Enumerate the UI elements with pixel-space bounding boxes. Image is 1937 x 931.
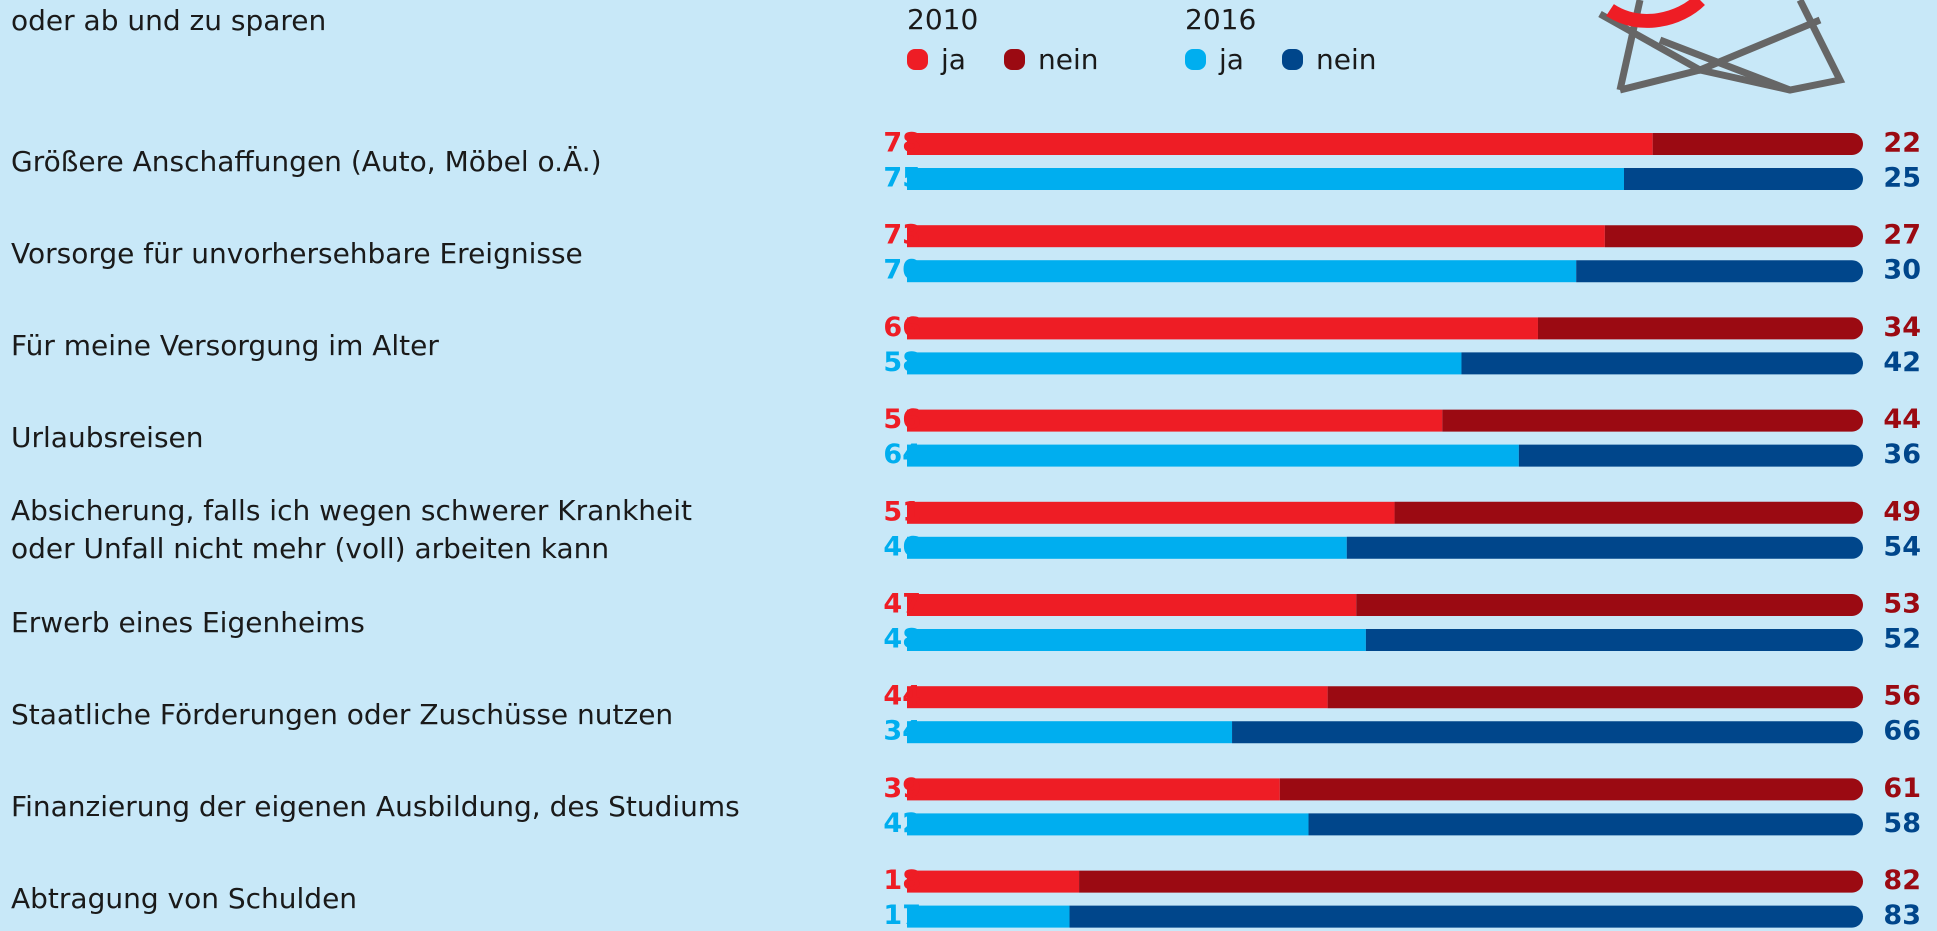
category-label: Für meine Versorgung im Alter — [11, 328, 439, 362]
value-label: 56 — [1883, 681, 1921, 712]
bar-segment — [1394, 501, 1864, 524]
category-label: Größere Anschaffungen (Auto, Möbel o.Ä.) — [11, 144, 602, 178]
bar-segment — [1461, 352, 1864, 375]
value-label: 46 — [883, 531, 921, 562]
bar-segment — [1652, 133, 1863, 155]
bar-segment — [907, 260, 1577, 283]
bar-segment — [1624, 168, 1863, 190]
value-label: 34 — [1883, 312, 1921, 343]
value-label: 42 — [1883, 347, 1921, 378]
bar-segment — [907, 778, 1280, 801]
bar-segment — [1327, 686, 1864, 709]
subtitle-fragment: oder ab und zu sparen — [11, 4, 326, 37]
bar-segment — [907, 813, 1309, 836]
legend-label: nein — [1316, 43, 1377, 76]
legend-swatch — [907, 49, 928, 70]
value-label: 73 — [883, 220, 921, 251]
bar-segment — [907, 536, 1347, 559]
bar-segment — [1537, 317, 1864, 340]
value-label: 56 — [883, 404, 921, 435]
value-label: 51 — [883, 496, 921, 527]
legend-label: nein — [1038, 43, 1099, 76]
value-label: 48 — [883, 624, 921, 655]
value-label: 27 — [1883, 220, 1921, 251]
value-label: 49 — [1883, 496, 1921, 527]
bar-segment — [907, 686, 1328, 709]
legend-label: ja — [940, 43, 966, 76]
bar-segment — [907, 594, 1357, 616]
value-label: 83 — [1883, 900, 1921, 931]
bar-segment — [1308, 813, 1864, 836]
bar-segment — [907, 133, 1653, 155]
value-label: 64 — [883, 439, 921, 470]
legend-swatch — [1282, 49, 1303, 70]
value-label: 30 — [1883, 255, 1921, 286]
value-label: 78 — [883, 128, 921, 159]
value-label: 82 — [1883, 865, 1921, 896]
legend-group-label: 2010 — [907, 3, 978, 36]
category-label: Abtragung von Schulden — [11, 882, 358, 916]
value-label: 70 — [883, 255, 921, 286]
value-label: 53 — [1883, 589, 1921, 620]
legend-group-label: 2016 — [1185, 3, 1256, 36]
value-label: 61 — [1883, 773, 1921, 804]
value-label: 58 — [1883, 808, 1921, 839]
bar-segment — [1079, 870, 1864, 893]
bar-segment — [1518, 444, 1864, 467]
value-label: 42 — [883, 808, 921, 839]
bar-segment — [1604, 225, 1864, 248]
value-label: 47 — [883, 589, 921, 620]
bar-segment — [1346, 536, 1864, 559]
value-label: 18 — [883, 865, 921, 896]
value-label: 17 — [883, 900, 921, 931]
bar-segment — [907, 352, 1462, 375]
bar-segment — [907, 409, 1443, 432]
legend-swatch — [1004, 49, 1025, 70]
bar-segment — [907, 444, 1519, 467]
value-label: 58 — [883, 347, 921, 378]
bar-segment — [1365, 629, 1863, 651]
value-label: 44 — [1883, 404, 1921, 435]
deckchair-illustration — [1598, 0, 1846, 94]
value-label: 34 — [883, 716, 921, 747]
value-label: 22 — [1883, 128, 1921, 159]
value-label: 39 — [883, 773, 921, 804]
bar-segment — [1356, 594, 1863, 616]
value-label: 75 — [883, 163, 921, 194]
bar-segment — [1279, 778, 1864, 801]
category-label: Urlaubsreisen — [11, 421, 204, 455]
bar-segment — [907, 870, 1080, 893]
value-label: 44 — [883, 681, 921, 712]
value-label: 66 — [1883, 716, 1921, 747]
category-label: Finanzierung der eigenen Ausbildung, des… — [11, 789, 740, 823]
value-label: 25 — [1883, 163, 1921, 194]
value-label: 36 — [1883, 439, 1921, 470]
bar-segment — [907, 225, 1605, 248]
bar-segment — [907, 317, 1538, 340]
legend-label: ja — [1218, 43, 1244, 76]
value-label: 54 — [1883, 531, 1921, 562]
category-label: Erwerb eines Eigenheims — [11, 605, 365, 639]
legend-swatch — [1185, 49, 1206, 70]
bar-segment — [1069, 905, 1864, 928]
category-label: Vorsorge für unvorhersehbare Ereignisse — [11, 236, 583, 270]
bar-segment — [1576, 260, 1864, 283]
value-label: 66 — [883, 312, 921, 343]
bar-segment — [907, 905, 1070, 928]
category-label: Staatliche Förderungen oder Zuschüsse nu… — [11, 697, 674, 731]
category-label: Absicherung, falls ich wegen schwerer Kr… — [11, 494, 693, 566]
value-label: 52 — [1883, 624, 1921, 655]
bar-segment — [907, 501, 1395, 524]
bar-segment — [1442, 409, 1864, 432]
bar-segment — [907, 721, 1233, 744]
bar-segment — [1232, 721, 1864, 744]
bar-segment — [907, 629, 1366, 651]
bar-segment — [907, 168, 1624, 190]
